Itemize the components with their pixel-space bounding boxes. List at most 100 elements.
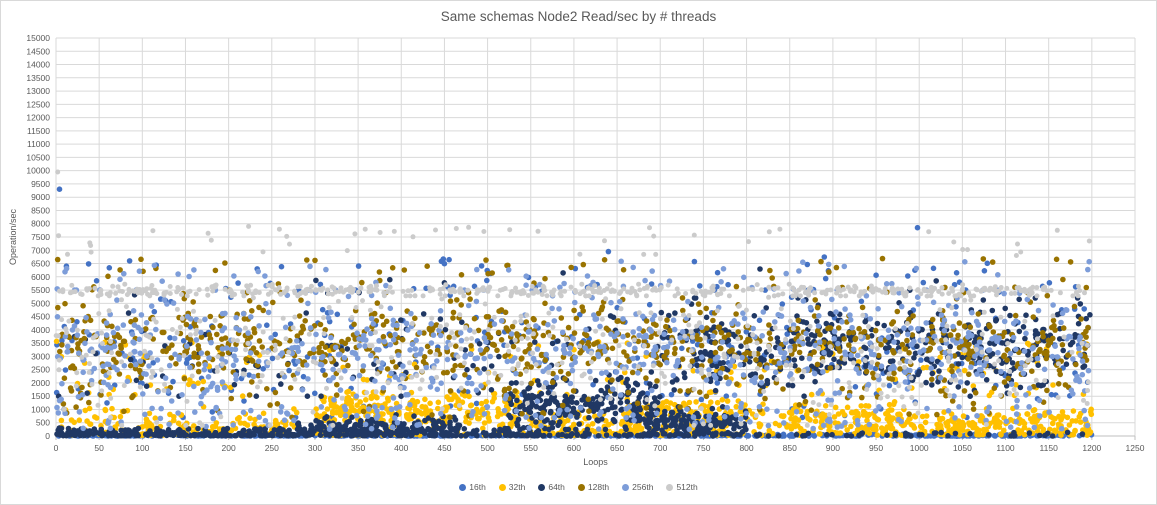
data-point [252, 416, 258, 423]
data-point [495, 329, 502, 336]
data-point [1019, 360, 1025, 366]
data-point [559, 329, 566, 336]
data-point [233, 314, 239, 321]
data-point [362, 343, 368, 349]
data-point [776, 422, 783, 429]
data-point [538, 352, 545, 359]
data-point [887, 407, 894, 413]
data-point [879, 255, 886, 262]
data-point [935, 379, 941, 385]
data-point [269, 430, 276, 437]
data-point [248, 357, 255, 363]
data-point [757, 361, 763, 368]
data-point [356, 422, 363, 428]
data-point [1007, 312, 1013, 319]
data-point [308, 422, 314, 429]
data-point [319, 340, 325, 347]
data-point [295, 420, 302, 426]
data-point [818, 258, 824, 265]
data-point [591, 341, 597, 348]
data-point [978, 413, 985, 419]
data-point [1044, 430, 1051, 437]
data-point [890, 347, 896, 354]
data-point [84, 418, 90, 424]
data-point [195, 354, 201, 361]
data-point [958, 338, 964, 345]
data-point [334, 311, 341, 318]
data-point [660, 415, 666, 421]
data-point [1083, 334, 1089, 340]
data-point [990, 329, 997, 335]
data-point [867, 364, 874, 370]
data-point [911, 355, 917, 361]
data-point [220, 428, 227, 435]
data-point [339, 338, 345, 345]
data-point [57, 432, 63, 438]
data-point [322, 344, 329, 351]
y-tick-label: 7000 [31, 245, 50, 255]
data-point [301, 428, 308, 434]
data-point [993, 420, 999, 427]
data-point [865, 403, 872, 409]
data-point [555, 422, 561, 429]
data-point [941, 327, 948, 334]
y-tick-label: 10000 [26, 166, 50, 176]
data-point [929, 323, 935, 330]
data-point [558, 315, 565, 321]
data-point [214, 384, 221, 391]
data-point [138, 380, 144, 387]
data-point [691, 430, 698, 436]
data-point [137, 350, 143, 357]
data-point [502, 309, 509, 316]
data-point [458, 302, 465, 308]
data-point [282, 324, 289, 331]
data-point [703, 393, 710, 400]
data-point [733, 311, 739, 317]
data-point-outlier [424, 263, 431, 270]
data-point [166, 362, 173, 369]
data-point [80, 303, 86, 309]
data-point [896, 345, 902, 351]
data-point [961, 388, 968, 394]
data-point [204, 387, 210, 393]
data-point [608, 299, 614, 306]
data-point [1077, 419, 1084, 425]
data-point [485, 270, 491, 277]
data-point [811, 313, 818, 319]
data-point [355, 263, 362, 269]
data-point [943, 392, 949, 399]
data-point [814, 304, 821, 311]
data-point [168, 398, 175, 404]
data-point [138, 312, 145, 318]
data-point [643, 405, 650, 411]
data-point [778, 349, 784, 356]
data-point [1044, 387, 1050, 394]
data-point [862, 410, 868, 417]
data-point [1022, 335, 1028, 342]
data-point [444, 356, 451, 363]
data-point [485, 314, 492, 320]
y-tick-label: 2000 [31, 378, 50, 388]
y-tick-label: 13000 [26, 86, 50, 96]
data-point [1056, 413, 1062, 420]
y-tick-label: 3000 [31, 351, 50, 361]
data-point [168, 355, 175, 361]
data-point [514, 333, 521, 340]
data-point [601, 257, 608, 263]
data-point [125, 427, 131, 433]
data-point [709, 433, 716, 439]
data-point [114, 325, 121, 332]
data-point [704, 325, 710, 331]
data-point [821, 349, 827, 356]
data-point [717, 375, 723, 382]
data-point [434, 358, 440, 364]
data-point [1027, 416, 1034, 422]
data-point [1043, 352, 1050, 358]
data-point [427, 384, 434, 390]
data-point [568, 264, 574, 271]
data-point [138, 256, 144, 263]
data-point [373, 394, 379, 400]
data-point [774, 335, 781, 341]
data-point [885, 334, 892, 341]
data-point [603, 432, 610, 438]
